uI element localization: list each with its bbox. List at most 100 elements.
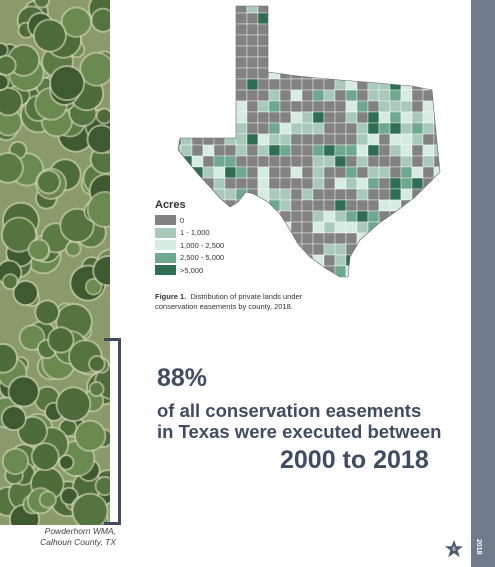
county-cell [356,166,369,179]
county-cell [268,177,281,190]
county-cell [191,45,204,58]
county-cell [323,45,336,58]
land-trends-badge: Land Trends Texas 6 2018 [424,517,482,567]
county-cell [422,188,435,201]
county-cell [246,155,259,168]
county-cell [433,133,440,146]
county-cell [422,221,435,234]
county-cell [301,56,314,69]
county-cell [202,45,215,58]
county-cell [202,276,215,277]
photo-texture [32,444,58,470]
county-cell [224,265,237,277]
svg-text:Land Trends: Land Trends [424,517,442,557]
county-cell [334,166,347,179]
legend-item: 2,500 - 5,000 [155,252,224,265]
legend-swatch [155,215,176,226]
county-cell [356,243,369,256]
county-cell [367,100,380,113]
county-cell [312,23,325,36]
county-cell [312,56,325,69]
county-cell [323,100,336,113]
county-cell [356,177,369,190]
county-cell [323,78,336,91]
county-cell [378,188,391,201]
county-cell [389,199,402,212]
county-cell [323,210,336,223]
county-cell [422,254,435,267]
county-cell [224,34,237,47]
county-cell [422,265,435,277]
county-cell [356,133,369,146]
county-cell [356,111,369,124]
photo-texture [66,242,80,256]
county-cell [345,166,358,179]
county-cell [191,6,204,14]
legend-swatch [155,240,176,251]
county-cell [191,133,204,146]
county-cell [422,144,435,157]
county-cell [178,111,182,124]
county-cell [246,276,259,277]
county-cell [389,56,402,69]
county-cell [312,243,325,256]
county-cell [367,232,380,245]
county-cell [224,6,237,14]
county-cell [389,45,402,58]
photo-texture [38,171,59,193]
county-cell [389,6,402,14]
stat-text-line2: in Texas were executed between [157,421,442,442]
county-cell [213,56,226,69]
county-cell [180,45,193,58]
county-cell [257,56,270,69]
county-cell [378,276,391,277]
county-cell [367,12,380,25]
county-cell [257,45,270,58]
county-cell [301,12,314,25]
county-cell [389,232,402,245]
county-cell [389,12,402,25]
county-cell [268,232,281,245]
county-cell [246,177,259,190]
county-cell [301,45,314,58]
photo-texture [50,66,84,100]
county-cell [378,6,391,14]
county-cell [178,276,182,277]
county-cell [422,276,435,277]
county-cell [356,34,369,47]
county-cell [378,199,391,212]
county-cell [268,23,281,36]
legend-label: 2,500 - 5,000 [180,253,225,263]
county-cell [235,122,248,135]
county-cell [389,89,402,102]
county-cell [235,221,248,234]
county-cell [224,188,237,201]
county-cell [400,254,413,267]
county-cell [378,23,391,36]
county-cell [389,133,402,146]
photo-texture [61,488,77,504]
county-cell [301,133,314,146]
county-cell [389,23,402,36]
county-cell [290,78,303,91]
county-cell [422,210,435,223]
county-cell [312,155,325,168]
county-cell [235,111,248,124]
county-cell [279,122,292,135]
photo-texture [9,377,38,406]
county-cell [213,133,226,146]
photo-texture [73,494,107,525]
texas-map [177,5,441,278]
county-cell [279,166,292,179]
legend-title: Acres [155,199,186,211]
photo-texture [90,357,104,371]
county-cell [180,23,193,36]
county-cell [213,144,226,157]
county-cell [411,276,424,277]
photo-texture [92,9,110,31]
county-cell [389,111,402,124]
county-cell [224,56,237,69]
county-cell [356,188,369,201]
county-cell [389,177,402,190]
county-cell [224,144,237,157]
